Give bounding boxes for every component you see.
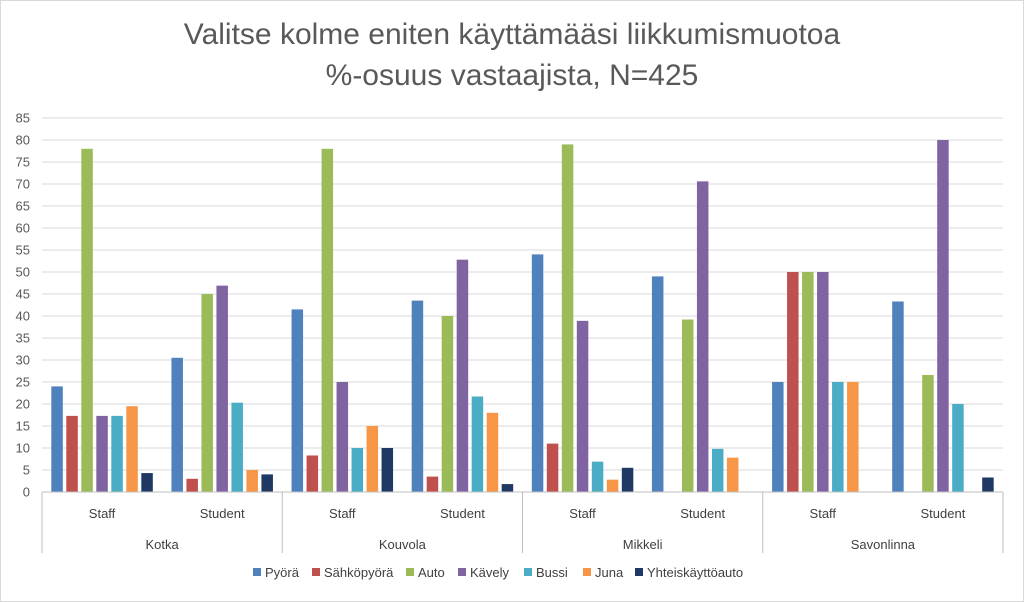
x-tick-label: Staff	[89, 506, 116, 521]
bar	[441, 316, 454, 492]
bar	[216, 285, 228, 492]
y-tick-label: 10	[16, 441, 30, 456]
bar	[561, 144, 574, 492]
bar	[696, 181, 709, 493]
y-tick-label: 30	[16, 353, 30, 368]
bar	[817, 272, 829, 492]
y-tick-label: 35	[16, 331, 30, 346]
bar	[381, 448, 394, 492]
bar	[96, 415, 108, 492]
y-tick-label: 25	[16, 375, 30, 390]
y-tick-label: 40	[16, 309, 30, 324]
legend-swatch	[406, 568, 414, 576]
bar	[81, 148, 93, 493]
bar	[456, 259, 469, 492]
y-tick-label: 5	[23, 463, 30, 478]
x-group-label: Kouvola	[379, 537, 427, 552]
legend-swatch	[253, 568, 261, 576]
legend-label: Yhteiskäyttöauto	[647, 565, 743, 580]
y-tick-label: 20	[16, 397, 30, 412]
bar	[892, 301, 904, 492]
bar	[711, 448, 724, 492]
y-tick-label: 45	[16, 287, 30, 302]
bar	[51, 386, 63, 492]
bar	[186, 478, 198, 492]
bar	[937, 140, 949, 492]
legend-swatch	[524, 568, 532, 576]
legend-label: Sähköpyörä	[324, 565, 394, 580]
legend-swatch	[635, 568, 643, 576]
bar	[471, 396, 484, 492]
bar	[726, 457, 739, 492]
bar	[126, 406, 138, 492]
bar	[847, 382, 859, 492]
bar	[486, 412, 499, 492]
x-tick-label: Staff	[329, 506, 356, 521]
bar	[366, 426, 379, 492]
y-tick-label: 15	[16, 419, 30, 434]
legend-swatch	[583, 568, 591, 576]
legend-label: Auto	[418, 565, 445, 580]
bar	[922, 374, 934, 492]
bar	[306, 455, 319, 492]
bar	[141, 473, 153, 492]
chart-title: Valitse kolme eniten käyttämääsi liikkum…	[183, 18, 841, 51]
y-tick-label: 75	[16, 155, 30, 170]
y-tick-label: 55	[16, 243, 30, 258]
bar	[261, 474, 273, 492]
bar	[772, 382, 784, 492]
bar	[201, 294, 213, 492]
bar	[231, 402, 243, 492]
bar	[606, 479, 619, 492]
bar	[832, 382, 844, 492]
bar	[246, 470, 258, 492]
y-tick-label: 70	[16, 177, 30, 192]
chart-subtitle: %-osuus vastaajista, N=425	[325, 59, 699, 92]
bar	[621, 467, 634, 492]
bar	[321, 148, 334, 493]
bar	[426, 476, 439, 492]
bar	[66, 415, 78, 492]
bar	[531, 254, 544, 492]
y-tick-label: 60	[16, 221, 30, 236]
x-tick-label: Student	[680, 506, 725, 521]
legend-label: Juna	[595, 565, 624, 580]
legend-swatch	[312, 568, 320, 576]
bar	[411, 300, 424, 492]
x-tick-label: Student	[440, 506, 485, 521]
x-tick-label: Staff	[810, 506, 837, 521]
bar	[546, 443, 559, 492]
bar	[591, 461, 604, 492]
legend-label: Pyörä	[265, 565, 300, 580]
x-group-label: Mikkeli	[623, 537, 663, 552]
x-tick-label: Student	[921, 506, 966, 521]
bar	[291, 309, 304, 492]
y-tick-label: 65	[16, 199, 30, 214]
bar	[952, 404, 964, 492]
x-tick-label: Staff	[569, 506, 596, 521]
y-tick-label: 85	[16, 111, 30, 126]
legend-swatch	[458, 568, 466, 576]
y-tick-label: 80	[16, 133, 30, 148]
x-group-label: Savonlinna	[851, 537, 916, 552]
legend-label: Kävely	[470, 565, 510, 580]
bar	[111, 415, 123, 492]
y-tick-label: 0	[23, 485, 30, 500]
bar	[787, 272, 799, 492]
bar	[576, 320, 589, 492]
y-tick-label: 50	[16, 265, 30, 280]
bar	[802, 272, 814, 492]
bar	[982, 477, 994, 492]
bar	[171, 357, 183, 492]
bar	[336, 382, 349, 492]
bar	[501, 484, 514, 492]
legend-label: Bussi	[536, 565, 568, 580]
x-group-label: Kotka	[146, 537, 180, 552]
bar	[351, 448, 364, 492]
bar	[681, 319, 694, 492]
x-tick-label: Student	[200, 506, 245, 521]
bar	[651, 276, 664, 492]
